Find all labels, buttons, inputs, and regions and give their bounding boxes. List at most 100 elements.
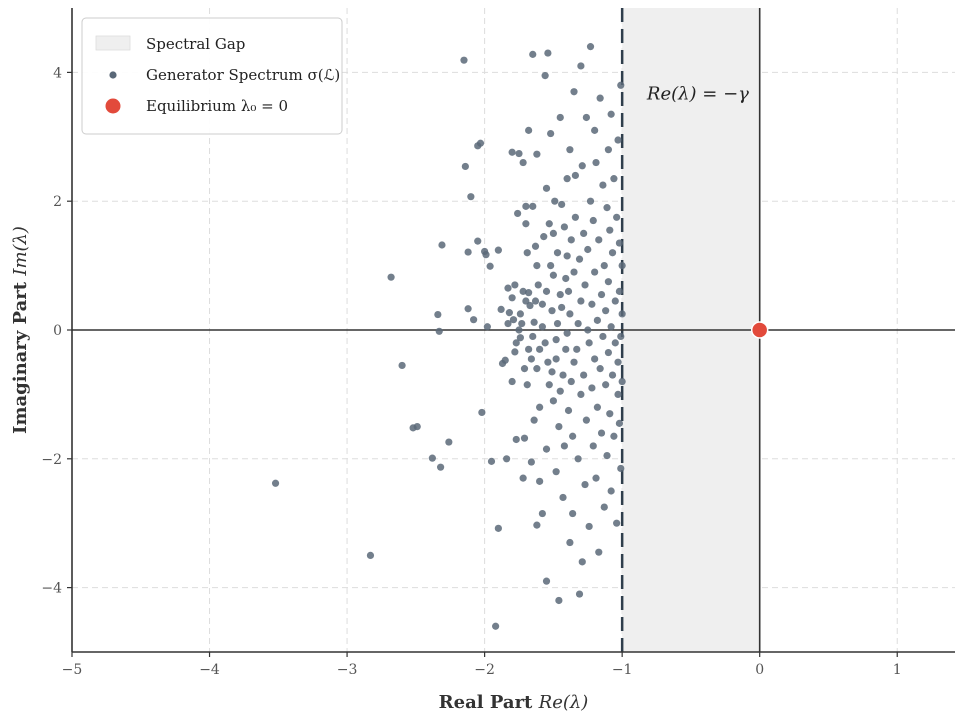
spectrum-point-187 xyxy=(604,348,613,357)
spectrum-point-25 xyxy=(486,262,494,270)
spectrum-point-44 xyxy=(512,435,520,444)
spectrum-point-189 xyxy=(606,410,614,418)
spectrum-point-20 xyxy=(476,139,485,147)
spectrum-point-146 xyxy=(577,297,585,305)
spectrum-point-36 xyxy=(505,309,513,317)
spectrum-point-82 xyxy=(538,509,546,518)
spectrum-point-24 xyxy=(483,323,491,331)
spectrum-point-138 xyxy=(571,171,579,180)
spectrum-point-134 xyxy=(570,88,578,96)
spectrum-point-172 xyxy=(595,236,603,244)
x-tick-label-5: 0 xyxy=(755,662,764,678)
spectrum-point-61 xyxy=(525,289,533,297)
spectrum-point-57 xyxy=(522,220,530,228)
spectrum-point-190 xyxy=(606,226,614,234)
spectrum-point-41 xyxy=(511,348,519,356)
spectrum-point-69 xyxy=(529,332,537,341)
spectrum-point-28 xyxy=(494,524,502,532)
spectrum-point-166 xyxy=(591,355,599,363)
spectrum-point-70 xyxy=(530,318,538,326)
spectrum-point-73 xyxy=(531,297,540,305)
spectrum-point-117 xyxy=(559,493,567,502)
spectrum-point-90 xyxy=(542,287,551,295)
spectrum-point-105 xyxy=(552,468,560,476)
spectrum-point-0 xyxy=(271,479,280,487)
spectrum-point-3 xyxy=(398,361,406,370)
spectrum-point-8 xyxy=(435,327,443,335)
spectrum-point-159 xyxy=(586,43,595,51)
spectrum-point-17 xyxy=(470,316,478,324)
y-axis-label-math: Im(λ) xyxy=(10,226,31,277)
spectrum-point-104 xyxy=(552,336,560,344)
spectrum-point-6 xyxy=(428,454,436,462)
spectrum-point-76 xyxy=(533,262,541,270)
spectrum-point-80 xyxy=(536,477,544,485)
spectrum-point-124 xyxy=(563,252,571,260)
spectrum-point-60 xyxy=(523,249,531,257)
spectrum-point-201 xyxy=(613,213,621,221)
spectrum-point-108 xyxy=(553,249,562,257)
y-axis-label-text: Imaginary Part xyxy=(10,276,31,434)
spectrum-point-102 xyxy=(549,271,557,279)
spectrum-point-141 xyxy=(574,319,582,328)
spectrum-point-21 xyxy=(478,408,486,417)
spectrum-point-78 xyxy=(534,281,542,289)
spectrum-point-149 xyxy=(580,371,588,379)
spectrum-point-29 xyxy=(494,246,502,254)
spectrum-point-169 xyxy=(592,158,600,167)
spectrum-point-164 xyxy=(589,216,597,225)
spectrum-point-196 xyxy=(610,432,618,440)
spectrum-point-135 xyxy=(570,358,578,366)
legend: Spectral Gap Generator Spectrum σ(ℒ) Equ… xyxy=(81,17,343,135)
spectrum-point-75 xyxy=(533,365,541,373)
y-tick-label-2: 0 xyxy=(53,323,62,339)
x-tick-label-3: −2 xyxy=(474,662,495,678)
spectrum-point-38 xyxy=(508,148,516,156)
spectrum-point-63 xyxy=(525,126,533,134)
spectrum-point-51 xyxy=(519,287,527,295)
spectrum-point-92 xyxy=(544,49,552,57)
spectrum-point-84 xyxy=(538,323,546,331)
spectrum-point-100 xyxy=(549,229,557,237)
spectrum-point-137 xyxy=(571,213,579,221)
spectrum-point-181 xyxy=(600,503,608,511)
spectrum-point-47 xyxy=(515,326,523,334)
spectrum-point-56 xyxy=(522,202,530,210)
equilibrium-point xyxy=(750,321,769,339)
spectrum-point-156 xyxy=(584,245,592,254)
spectrum-point-122 xyxy=(563,175,571,183)
spectrum-point-35 xyxy=(504,284,512,292)
spectrum-point-144 xyxy=(577,390,585,398)
spectrum-point-65 xyxy=(527,458,535,466)
y-tick-label-4: 4 xyxy=(53,65,62,81)
y-tick-label-1: −2 xyxy=(41,452,62,468)
spectrum-point-204 xyxy=(614,358,622,366)
spectrum-point-133 xyxy=(569,432,577,440)
x-axis-label: Real Part Re(λ) xyxy=(439,692,589,713)
spectrum-point-205 xyxy=(615,287,624,295)
spectrum-point-97 xyxy=(547,129,555,138)
spectrum-point-115 xyxy=(558,303,566,312)
spectrum-point-153 xyxy=(582,416,590,424)
spectrum-point-88 xyxy=(542,445,551,453)
spectrum-point-157 xyxy=(585,522,593,531)
spectrum-point-193 xyxy=(607,323,615,331)
spectrum-point-165 xyxy=(591,126,599,134)
spectrum-point-16 xyxy=(467,193,475,201)
spectrum-point-139 xyxy=(573,345,581,353)
axes-frame xyxy=(67,8,955,657)
x-tick-label-0: −5 xyxy=(62,662,83,678)
spectrum-point-198 xyxy=(611,339,619,347)
spectrum-point-210 xyxy=(617,332,625,341)
spectrum-point-168 xyxy=(592,474,600,482)
y-tick-labels: −4 −2 0 2 4 xyxy=(41,65,62,596)
spectrum-point-107 xyxy=(553,319,562,328)
spectrum-point-174 xyxy=(596,365,604,373)
spectrum-point-155 xyxy=(584,326,592,334)
spectrum-point-170 xyxy=(593,403,601,411)
spectrum-point-161 xyxy=(588,384,596,392)
spectrum-point-55 xyxy=(520,434,529,442)
spectrum-point-66 xyxy=(527,355,535,363)
spectrum-point-163 xyxy=(589,442,597,450)
spectrum-point-49 xyxy=(516,334,524,342)
